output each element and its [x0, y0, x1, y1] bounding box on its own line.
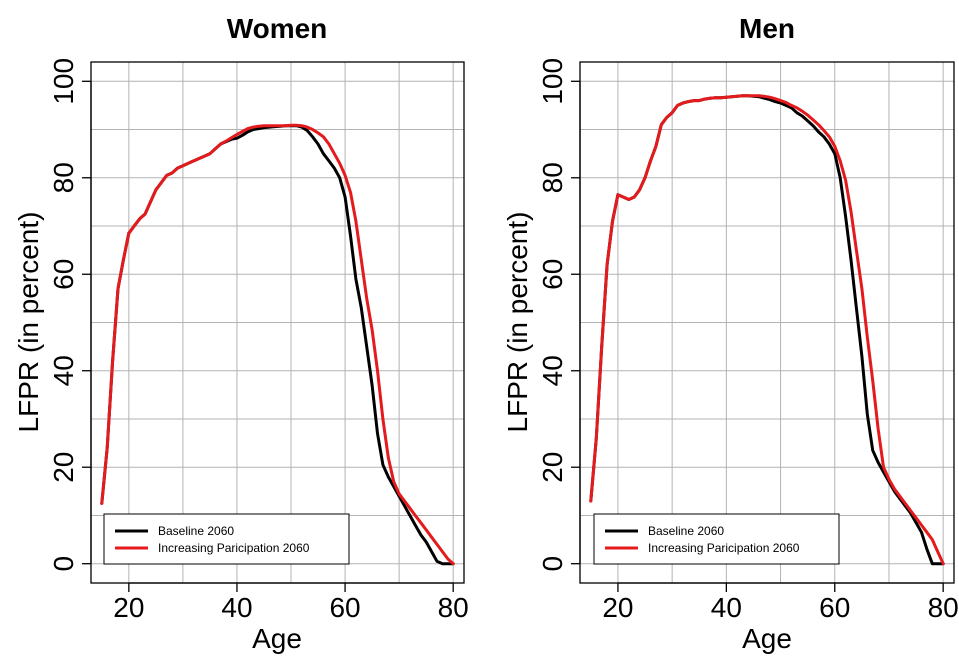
y-tick-label: 100	[537, 58, 568, 105]
y-axis-men: 0 20 40 60 80 100	[537, 58, 581, 572]
series-line-baseline	[589, 94, 945, 566]
y-axis-women: 0 20 40 60 80 100	[48, 58, 92, 572]
x-axis-women: 20 40 60 80	[113, 582, 469, 623]
gridlines-women	[91, 62, 464, 583]
y-tick-label: 20	[48, 452, 79, 483]
y-axis-label-men: LFPR (in percent)	[502, 212, 533, 433]
x-tick-label: 60	[329, 592, 360, 623]
y-tick-label: 60	[537, 259, 568, 290]
x-tick-label: 80	[928, 592, 959, 623]
legend-women: Baseline 2060 Increasing Paricipation 20…	[103, 513, 350, 565]
y-tick-label: 80	[537, 162, 568, 193]
y-tick-label: 0	[537, 556, 568, 572]
y-tick-label: 40	[537, 355, 568, 386]
x-tick-label: 40	[221, 592, 252, 623]
gridlines-men	[580, 62, 954, 583]
y-tick-label: 40	[48, 355, 79, 386]
x-tick-label: 80	[438, 592, 469, 623]
y-tick-label: 20	[537, 452, 568, 483]
legend-label-increasing-men: Increasing Paricipation 2060	[648, 541, 800, 555]
y-tick-label: 100	[48, 58, 79, 105]
y-axis-label-women: LFPR (in percent)	[13, 212, 44, 433]
x-axis-men: 20 40 60 80	[602, 582, 959, 623]
panel-title-men: Men	[739, 13, 795, 44]
lines-men	[589, 94, 945, 566]
legend-label-baseline-women: Baseline 2060	[158, 524, 234, 538]
y-tick-label: 80	[48, 162, 79, 193]
x-tick-label: 20	[113, 592, 144, 623]
series-line-increasing	[100, 123, 455, 566]
legend-label-increasing-women: Increasing Paricipation 2060	[158, 541, 310, 555]
legend-label-baseline-men: Baseline 2060	[648, 524, 724, 538]
legend-box-women	[103, 513, 350, 565]
x-tick-label: 40	[711, 592, 742, 623]
lines-women	[100, 123, 455, 566]
series-line-increasing	[589, 94, 945, 566]
legend-box-men	[593, 513, 840, 565]
legend-men: Baseline 2060 Increasing Paricipation 20…	[593, 513, 840, 565]
y-tick-label: 60	[48, 259, 79, 290]
x-tick-label: 60	[819, 592, 850, 623]
x-axis-label-women: Age	[252, 623, 302, 654]
x-tick-label: 20	[602, 592, 633, 623]
panel-women: Women 20 40 60 80 0 20 40 60 80 100 Age LFPR (in…	[13, 13, 469, 654]
panel-men: Men 20 40 60 80 0 20 40 60 80 100 Age LFPR (in p…	[502, 13, 959, 654]
panel-title-women: Women	[227, 13, 328, 44]
x-axis-label-men: Age	[742, 623, 792, 654]
y-tick-label: 0	[48, 556, 79, 572]
